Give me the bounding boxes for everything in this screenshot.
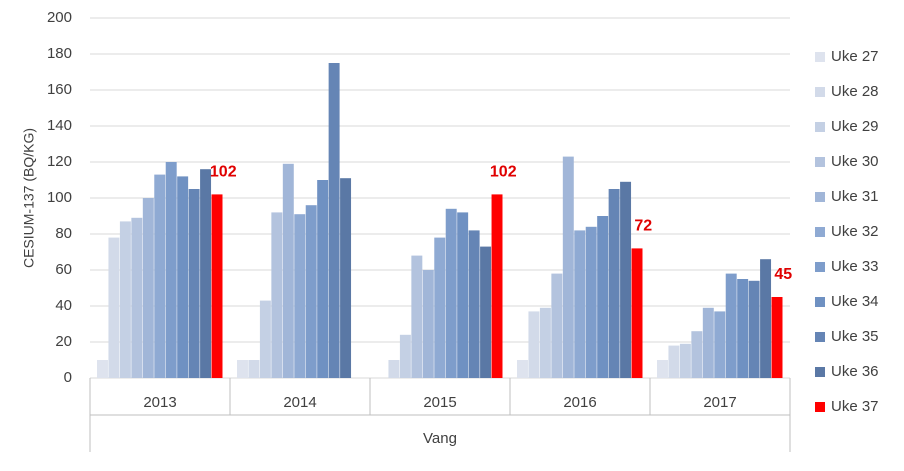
bar (294, 214, 306, 378)
bar (388, 360, 400, 378)
legend-swatch (815, 192, 825, 202)
data-label: 102 (490, 164, 517, 181)
legend-label: Uke 36 (831, 363, 879, 380)
bar (714, 311, 726, 378)
x-tick-label: 2016 (563, 394, 596, 411)
legend-swatch (815, 262, 825, 272)
legend-swatch (815, 52, 825, 62)
bar (668, 345, 680, 378)
bar (248, 360, 260, 378)
legend-swatch (815, 297, 825, 307)
bar (445, 208, 457, 378)
legend-swatch (815, 122, 825, 132)
x-tick-label: 2013 (143, 394, 176, 411)
y-tick-label: 200 (47, 9, 72, 26)
bar (97, 360, 108, 378)
legend-label: Uke 27 (831, 48, 879, 65)
bar (480, 246, 492, 378)
bar (585, 226, 597, 378)
x-tick-label: 2014 (283, 394, 316, 411)
bar (188, 189, 200, 378)
bar (317, 180, 329, 378)
bar (142, 198, 154, 378)
x-tick-label: 2015 (423, 394, 456, 411)
legend-swatch (815, 157, 825, 167)
bar (211, 194, 223, 378)
bar (574, 230, 586, 378)
legend-label: Uke 32 (831, 223, 879, 240)
y-tick-label: 100 (47, 189, 72, 206)
bar (771, 297, 783, 378)
bar (108, 237, 120, 378)
bar (200, 169, 212, 378)
legend-label: Uke 34 (831, 293, 879, 310)
bar (725, 273, 737, 378)
legend-swatch (815, 367, 825, 377)
bar (528, 311, 540, 378)
bar (597, 216, 609, 378)
bar (691, 331, 703, 378)
legend-swatch (815, 87, 825, 97)
bar (657, 360, 668, 378)
bar (631, 248, 643, 378)
bar (399, 334, 411, 378)
legend-swatch (815, 227, 825, 237)
bar (539, 307, 551, 378)
bar (562, 156, 574, 378)
bar (340, 178, 352, 378)
group-label: Vang (423, 430, 457, 447)
bar (271, 212, 283, 378)
legend-label: Uke 37 (831, 398, 879, 415)
bar (328, 63, 340, 378)
bar (422, 270, 434, 378)
bar (620, 181, 632, 378)
bar (305, 205, 317, 378)
bar (154, 174, 166, 378)
bar (457, 212, 469, 378)
bar (679, 343, 691, 378)
bar (131, 217, 143, 378)
bar (165, 162, 177, 378)
bar (119, 221, 131, 378)
bar (411, 255, 423, 378)
bar (282, 163, 294, 378)
bar (608, 189, 620, 378)
legend-label: Uke 30 (831, 153, 879, 170)
data-label: 102 (210, 164, 237, 181)
y-axis-label: CESIUM-137 (BQ/KG) (21, 128, 37, 268)
bar (748, 280, 760, 378)
legend-label: Uke 33 (831, 258, 879, 275)
bar (259, 300, 271, 378)
bar (737, 279, 749, 378)
legend-label: Uke 31 (831, 188, 879, 205)
bar (468, 230, 480, 378)
legend-label: Uke 35 (831, 328, 879, 345)
y-tick-label: 60 (55, 261, 72, 278)
y-tick-label: 160 (47, 81, 72, 98)
bar (702, 307, 714, 378)
y-tick-label: 80 (55, 225, 72, 242)
legend-label: Uke 29 (831, 118, 879, 135)
y-tick-label: 0 (64, 369, 72, 386)
bar (491, 194, 503, 378)
legend-swatch (815, 402, 825, 412)
bar (177, 176, 189, 378)
legend-swatch (815, 332, 825, 342)
y-tick-label: 40 (55, 297, 72, 314)
y-tick-label: 140 (47, 117, 72, 134)
y-tick-label: 20 (55, 333, 72, 350)
bar (760, 259, 772, 378)
bar (551, 273, 563, 378)
x-tick-label: 2017 (703, 394, 736, 411)
y-tick-label: 120 (47, 153, 72, 170)
bar (517, 360, 528, 378)
y-tick-label: 180 (47, 45, 72, 62)
legend-label: Uke 28 (831, 83, 879, 100)
bar (434, 237, 446, 378)
data-label: 45 (774, 266, 792, 283)
data-label: 72 (634, 218, 652, 235)
bar (237, 360, 248, 378)
